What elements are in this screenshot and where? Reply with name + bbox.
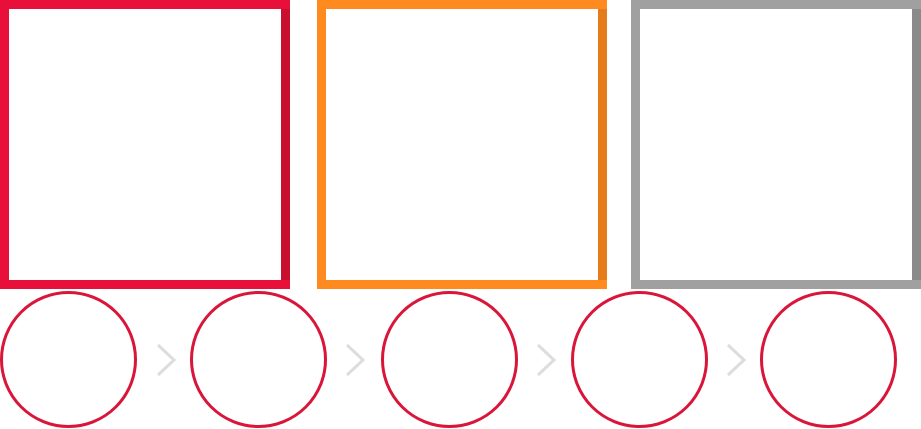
step-circle-4	[571, 291, 708, 428]
card-red	[0, 0, 290, 289]
card-gray	[631, 0, 921, 289]
chevron-right-icon	[345, 343, 366, 377]
card-orange-shade	[598, 9, 607, 280]
step-circle-5	[760, 291, 897, 428]
chevron-right-icon	[536, 343, 557, 377]
chevron-right-icon	[726, 343, 747, 377]
step-circle-3	[381, 291, 518, 428]
process-steps	[0, 291, 921, 429]
card-gray-shade	[912, 9, 921, 280]
chevron-right-icon	[156, 343, 177, 377]
card-red-shade	[281, 9, 290, 280]
card-orange	[317, 0, 607, 289]
step-circle-1	[0, 291, 137, 428]
step-circle-2	[190, 291, 327, 428]
